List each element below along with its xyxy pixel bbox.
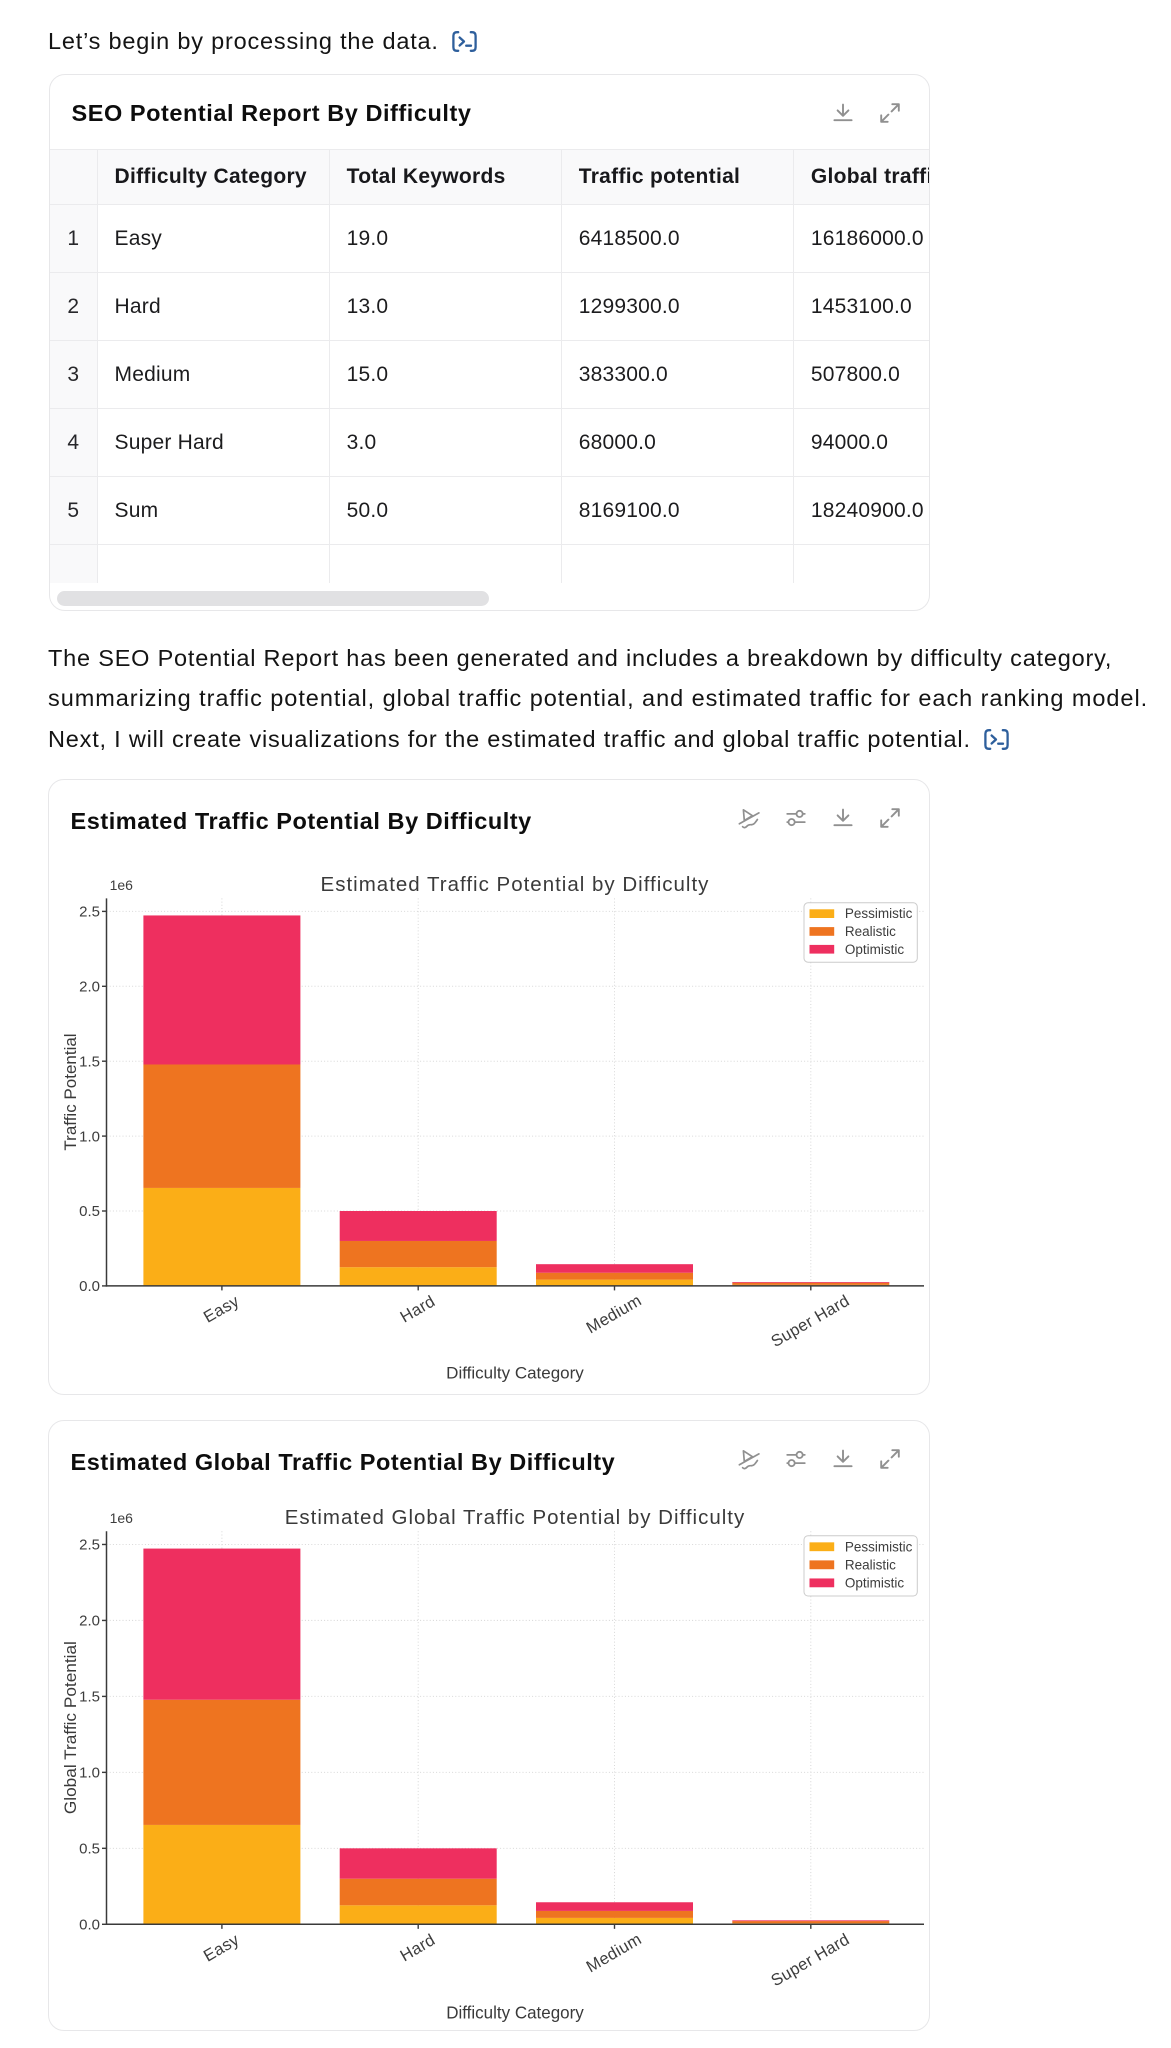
- svg-text:Estimated Traffic Potential by: Estimated Traffic Potential by Difficult…: [321, 873, 710, 896]
- svg-text:Pessimistic: Pessimistic: [845, 1539, 913, 1554]
- svg-text:Easy: Easy: [200, 1929, 243, 1965]
- svg-text:2.5: 2.5: [79, 904, 100, 921]
- svg-text:Super Hard: Super Hard: [768, 1292, 853, 1351]
- svg-text:0.5: 0.5: [79, 1840, 100, 1857]
- svg-text:1.0: 1.0: [79, 1764, 100, 1781]
- svg-text:Hard: Hard: [397, 1930, 438, 1965]
- svg-text:2.0: 2.0: [79, 979, 100, 996]
- svg-text:1.5: 1.5: [79, 1053, 100, 1070]
- svg-text:Realistic: Realistic: [845, 924, 896, 939]
- svg-text:1.5: 1.5: [79, 1688, 100, 1705]
- svg-text:Hard: Hard: [397, 1292, 438, 1326]
- svg-text:1e6: 1e6: [110, 1510, 133, 1526]
- svg-text:Estimated Global Traffic Poten: Estimated Global Traffic Potential by Di…: [285, 1505, 745, 1528]
- svg-text:0.0: 0.0: [79, 1278, 100, 1295]
- svg-text:Medium: Medium: [583, 1291, 644, 1337]
- svg-text:Difficulty Category: Difficulty Category: [446, 2003, 584, 2022]
- svg-text:Traffic Potential: Traffic Potential: [61, 1033, 80, 1150]
- svg-text:0.0: 0.0: [79, 1916, 100, 1933]
- svg-text:Realistic: Realistic: [845, 1557, 896, 1572]
- svg-text:2.0: 2.0: [79, 1612, 100, 1629]
- svg-text:0.5: 0.5: [79, 1203, 100, 1220]
- svg-text:Medium: Medium: [583, 1929, 645, 1976]
- svg-text:Optimistic: Optimistic: [845, 1575, 904, 1590]
- svg-text:2.5: 2.5: [79, 1536, 100, 1553]
- svg-text:Pessimistic: Pessimistic: [845, 906, 913, 921]
- svg-text:Difficulty Category: Difficulty Category: [446, 1364, 584, 1383]
- svg-text:Easy: Easy: [201, 1292, 243, 1327]
- svg-text:Global Traffic Potential: Global Traffic Potential: [61, 1641, 80, 1814]
- svg-text:Optimistic: Optimistic: [845, 942, 905, 957]
- svg-text:1e6: 1e6: [110, 877, 134, 893]
- svg-text:1.0: 1.0: [79, 1128, 100, 1145]
- svg-text:Super Hard: Super Hard: [768, 1929, 853, 1990]
